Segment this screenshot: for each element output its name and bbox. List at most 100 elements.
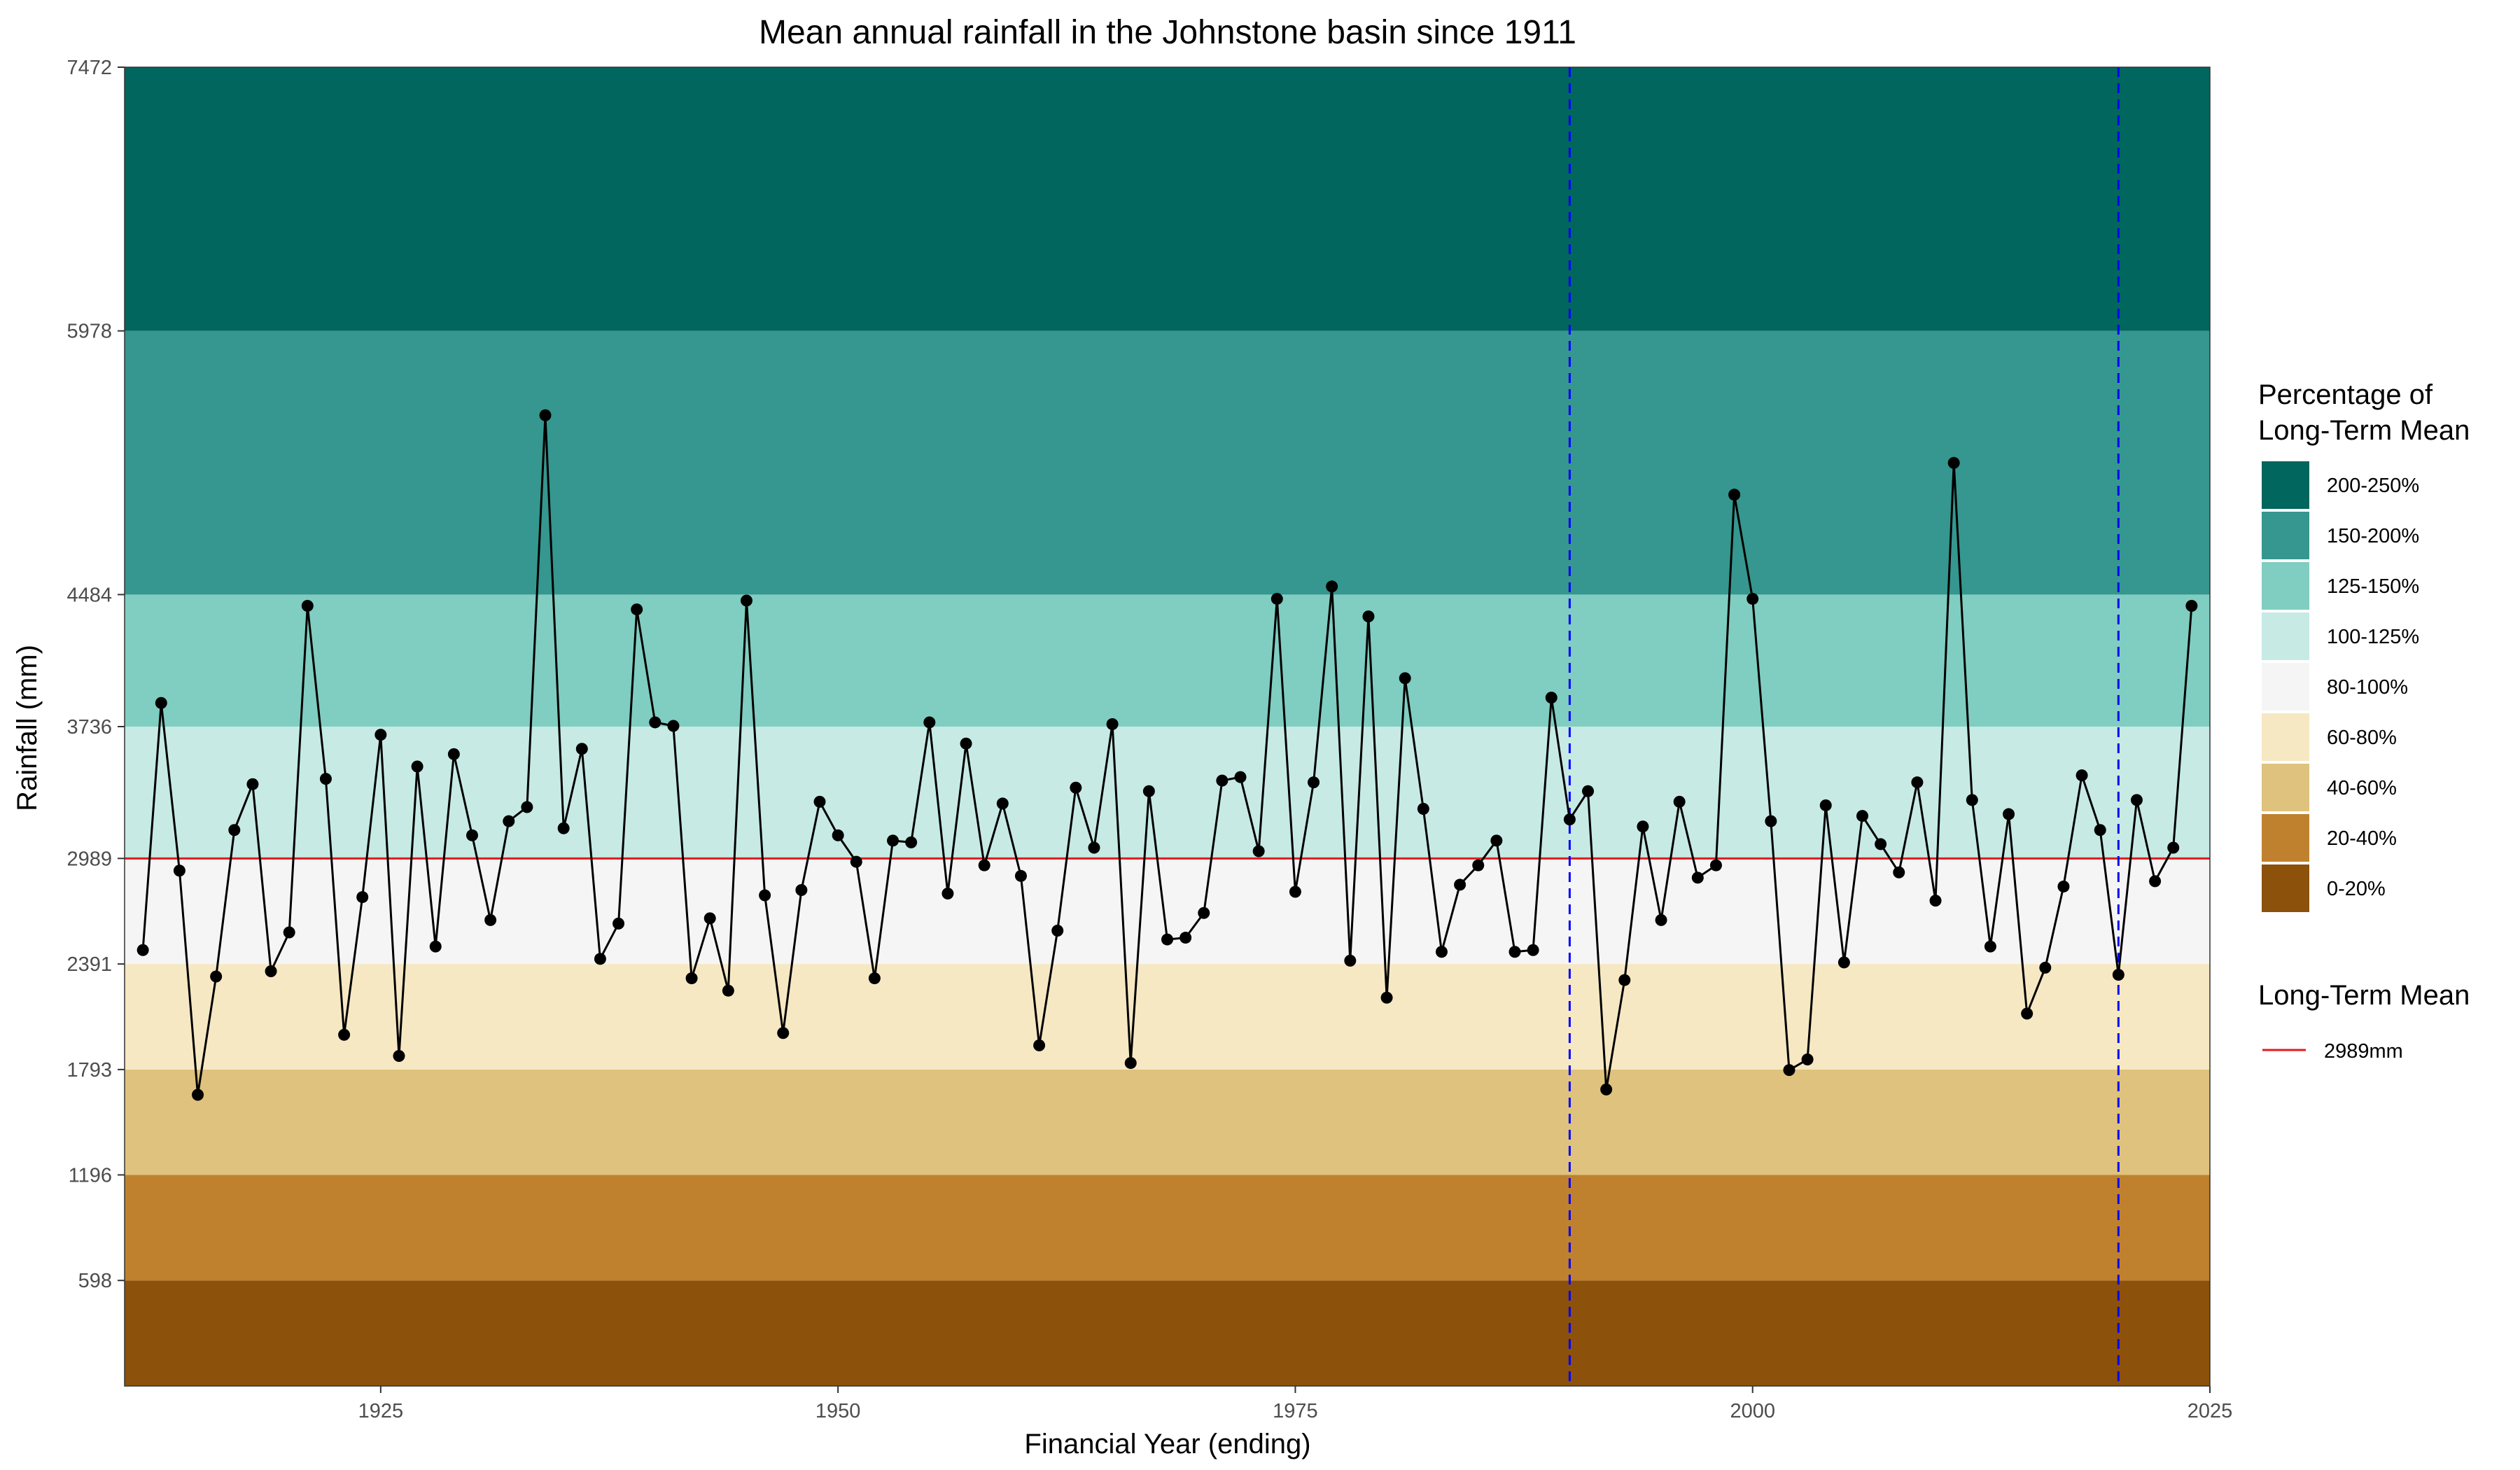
legend-key-150-200%	[2262, 512, 2309, 559]
band-125-150%	[125, 594, 2210, 727]
data-point-1928	[429, 940, 442, 953]
data-point-1949	[813, 795, 826, 808]
legend-bands-title-line2: Long-Term Mean	[2258, 415, 2470, 446]
data-point-1931	[484, 913, 497, 926]
y-axis-ticks: 598 1196 1793 2391 2989 3736 4484 5978 7472	[66, 57, 125, 1292]
data-point-1955	[923, 716, 936, 729]
data-point-1913	[155, 696, 167, 709]
data-point-1974	[1270, 592, 1283, 605]
data-point-1962	[1051, 924, 1064, 937]
legend-band-keys: 200-250% 150-200% 125-150% 100-125% 80-100% 6…	[2262, 461, 2419, 912]
data-point-1993	[1618, 974, 1631, 986]
legend-label-0-20%: 0-20%	[2327, 878, 2386, 900]
chart-title: Mean annual rainfall in the Johnstone ba…	[759, 14, 1576, 51]
data-point-2004	[1819, 799, 1832, 811]
data-point-1972	[1234, 771, 1247, 783]
data-point-1932	[503, 815, 515, 827]
data-point-2020	[2112, 969, 2124, 981]
legend-label-150-200%: 150-200%	[2327, 525, 2419, 547]
data-point-1965	[1106, 718, 1119, 730]
data-point-1996	[1673, 795, 1686, 808]
data-point-1936	[575, 743, 588, 755]
band-80-100%	[125, 858, 2210, 965]
data-point-1975	[1289, 886, 1301, 898]
data-point-2014	[2003, 808, 2015, 820]
data-point-1952	[868, 972, 881, 985]
data-point-1934	[539, 409, 552, 421]
legend-label-125-150%: 125-150%	[2327, 575, 2419, 598]
data-point-1938	[612, 917, 625, 930]
reference-vertical-lines	[1568, 67, 2120, 1386]
data-point-1942	[685, 972, 698, 985]
data-point-2018	[2076, 769, 2088, 782]
data-point-1951	[850, 855, 862, 868]
rainfall-series	[136, 409, 2198, 1101]
percentage-bands	[125, 67, 2210, 1386]
data-point-1970	[1198, 906, 1210, 919]
x-tick-label-2025: 2025	[2188, 1400, 2233, 1422]
data-point-2017	[2057, 880, 2070, 892]
x-tick-label-1925: 1925	[358, 1400, 404, 1422]
data-point-1919	[265, 965, 277, 977]
data-point-2011	[1947, 456, 1960, 469]
data-point-2019	[2094, 824, 2106, 836]
data-point-1959	[996, 797, 1009, 810]
data-point-2015	[2021, 1007, 2033, 1020]
data-point-1944	[722, 984, 734, 997]
data-point-1953	[887, 834, 899, 847]
data-point-2007	[1875, 838, 1887, 850]
data-point-1961	[1033, 1039, 1046, 1051]
data-point-1987	[1508, 946, 1521, 958]
legend-label-200-250%: 200-250%	[2327, 475, 2419, 497]
legend-mean-title: Long-Term Mean	[2258, 980, 2470, 1011]
data-point-2022	[2149, 875, 2162, 888]
data-point-1985	[1472, 859, 1485, 872]
band-20-40%	[125, 1175, 2210, 1281]
data-point-1957	[960, 737, 972, 750]
data-point-1930	[466, 829, 478, 841]
data-point-1971	[1216, 774, 1228, 787]
data-point-2009	[1911, 776, 1924, 789]
legend-key-80-100%	[2262, 663, 2309, 710]
data-point-1924	[356, 891, 369, 904]
legend: Percentage of Long-Term Mean 200-250% 150…	[2258, 379, 2470, 1063]
band-200-250%	[125, 67, 2210, 331]
data-point-1956	[941, 888, 954, 900]
data-point-2024	[2185, 600, 2198, 612]
data-point-1927	[411, 760, 424, 773]
data-point-1960	[1014, 869, 1027, 882]
data-point-2002	[1783, 1064, 1795, 1077]
data-point-2003	[1801, 1054, 1814, 1066]
legend-label-100-125%: 100-125%	[2327, 626, 2419, 648]
data-point-2006	[1856, 810, 1868, 822]
data-point-1947	[777, 1027, 790, 1040]
band-100-125%	[125, 727, 2210, 859]
y-tick-label-598: 598	[78, 1270, 112, 1292]
data-point-1939	[631, 603, 643, 616]
data-point-1915	[192, 1088, 204, 1101]
data-point-1990	[1563, 813, 1576, 826]
data-point-1923	[338, 1028, 351, 1041]
x-tick-label-1975: 1975	[1273, 1400, 1318, 1422]
y-tick-label-1196: 1196	[69, 1164, 112, 1186]
data-point-1914	[173, 864, 186, 877]
legend-key-0-20%	[2262, 864, 2309, 912]
y-tick-label-5978: 5978	[66, 321, 112, 343]
data-point-1933	[521, 801, 533, 813]
data-point-1986	[1490, 834, 1503, 847]
data-point-1912	[136, 944, 149, 956]
data-point-2021	[2130, 794, 2143, 806]
y-tick-label-7472: 7472	[66, 57, 112, 79]
legend-bands-title-line1: Percentage of	[2258, 379, 2433, 410]
x-axis-ticks: 1925 1950 1975 2000 2025	[358, 1386, 2233, 1422]
data-point-1935	[557, 822, 570, 834]
data-point-1995	[1655, 913, 1667, 926]
data-point-1969	[1180, 932, 1192, 944]
data-point-1994	[1637, 820, 1649, 833]
legend-key-20-40%	[2262, 814, 2309, 862]
legend-key-40-60%	[2262, 764, 2309, 811]
legend-label-60-80%: 60-80%	[2327, 727, 2397, 749]
data-point-1929	[447, 748, 460, 760]
band-60-80%	[125, 964, 2210, 1070]
data-point-1983	[1435, 946, 1448, 958]
